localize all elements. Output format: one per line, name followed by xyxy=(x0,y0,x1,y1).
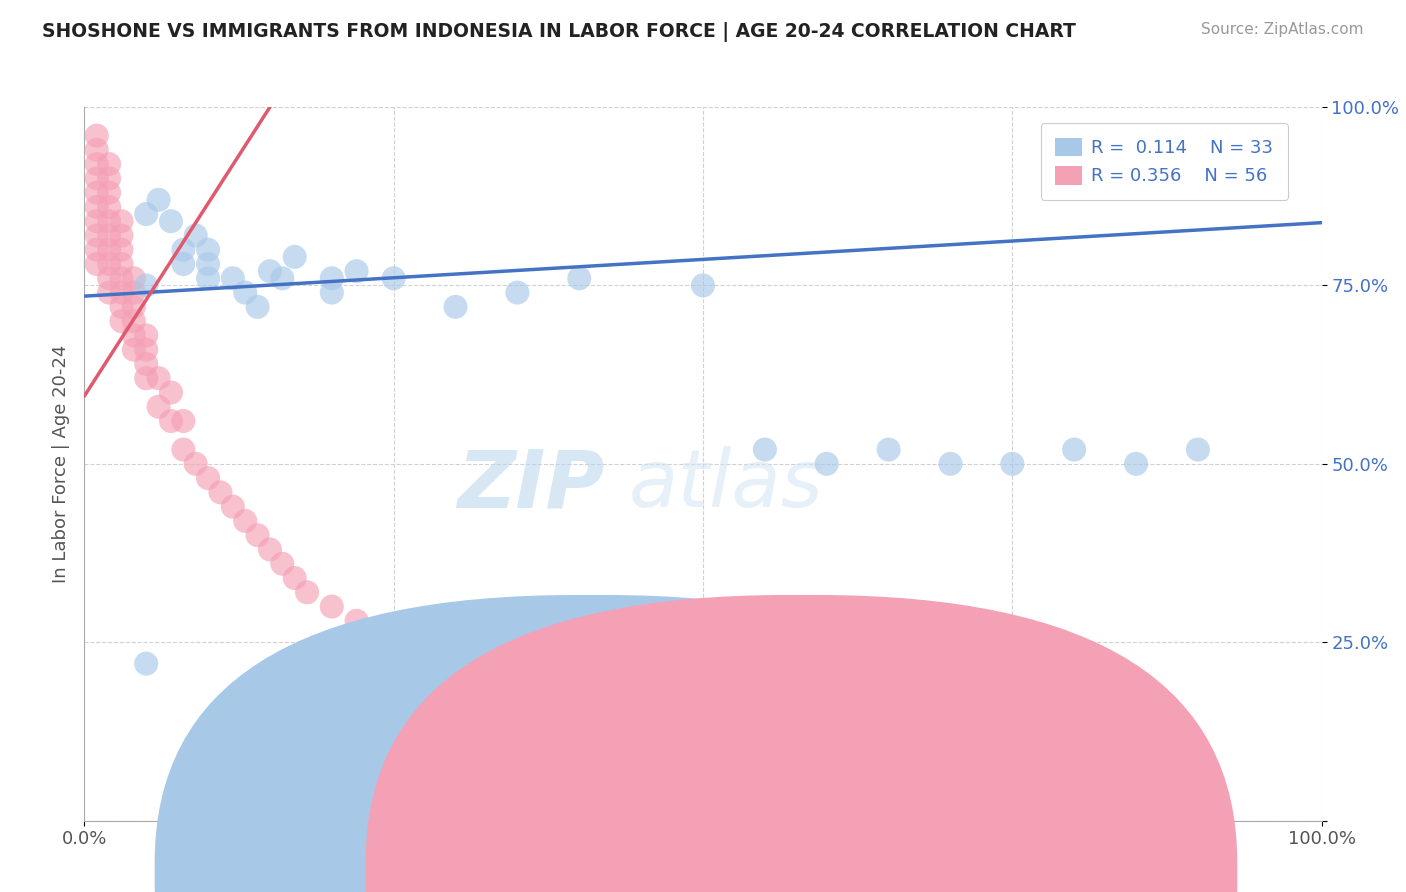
Point xyxy=(98,157,121,171)
Text: ZIP: ZIP xyxy=(457,446,605,524)
Point xyxy=(259,264,281,278)
Point xyxy=(98,200,121,214)
Point xyxy=(98,214,121,228)
Point xyxy=(184,457,207,471)
Point xyxy=(815,457,838,471)
Point xyxy=(122,328,145,343)
Point xyxy=(197,243,219,257)
Point xyxy=(197,257,219,271)
Point xyxy=(86,143,108,157)
Text: atlas: atlas xyxy=(628,446,824,524)
Point xyxy=(877,442,900,457)
Point xyxy=(1001,457,1024,471)
Point xyxy=(148,193,170,207)
Point xyxy=(86,157,108,171)
Point xyxy=(86,257,108,271)
Point xyxy=(259,542,281,557)
Point xyxy=(122,271,145,285)
Point xyxy=(172,243,194,257)
Point xyxy=(148,400,170,414)
Point xyxy=(122,314,145,328)
Point xyxy=(271,271,294,285)
Point xyxy=(135,657,157,671)
Point xyxy=(86,128,108,143)
Point xyxy=(382,271,405,285)
Point xyxy=(98,228,121,243)
Legend: R =  0.114    N = 33, R = 0.356    N = 56: R = 0.114 N = 33, R = 0.356 N = 56 xyxy=(1040,123,1288,200)
Text: Immigrants from Indonesia: Immigrants from Indonesia xyxy=(801,852,1026,870)
Point xyxy=(110,243,132,257)
Point xyxy=(197,471,219,485)
Point xyxy=(110,257,132,271)
Point xyxy=(110,271,132,285)
Point xyxy=(346,614,368,628)
Point xyxy=(135,371,157,385)
Point xyxy=(98,171,121,186)
Point xyxy=(295,585,318,599)
Point xyxy=(98,243,121,257)
Point xyxy=(110,300,132,314)
Point xyxy=(284,250,307,264)
Point xyxy=(444,300,467,314)
Point xyxy=(86,186,108,200)
Point xyxy=(86,171,108,186)
Point xyxy=(122,343,145,357)
Point xyxy=(284,571,307,585)
Point xyxy=(98,285,121,300)
Point xyxy=(172,414,194,428)
Point xyxy=(86,243,108,257)
Point xyxy=(122,300,145,314)
Point xyxy=(346,264,368,278)
Point xyxy=(321,285,343,300)
Point xyxy=(160,214,183,228)
Y-axis label: In Labor Force | Age 20-24: In Labor Force | Age 20-24 xyxy=(52,344,70,583)
Point xyxy=(1063,442,1085,457)
Point xyxy=(86,200,108,214)
Point xyxy=(160,385,183,400)
Point xyxy=(135,328,157,343)
Point xyxy=(135,278,157,293)
Point xyxy=(568,271,591,285)
Point xyxy=(110,314,132,328)
Point xyxy=(246,528,269,542)
Point xyxy=(184,228,207,243)
Point xyxy=(135,207,157,221)
Text: SHOSHONE VS IMMIGRANTS FROM INDONESIA IN LABOR FORCE | AGE 20-24 CORRELATION CHA: SHOSHONE VS IMMIGRANTS FROM INDONESIA IN… xyxy=(42,22,1076,42)
Point xyxy=(135,343,157,357)
Point xyxy=(754,442,776,457)
Point xyxy=(271,557,294,571)
Point xyxy=(692,278,714,293)
Point xyxy=(148,371,170,385)
Point xyxy=(172,442,194,457)
Point xyxy=(233,514,256,528)
Point xyxy=(197,271,219,285)
Point xyxy=(222,500,245,514)
Text: Source: ZipAtlas.com: Source: ZipAtlas.com xyxy=(1201,22,1364,37)
Point xyxy=(506,285,529,300)
Point xyxy=(122,285,145,300)
Point xyxy=(110,285,132,300)
Point xyxy=(98,271,121,285)
Point xyxy=(160,414,183,428)
Point xyxy=(321,271,343,285)
Text: Shoshone: Shoshone xyxy=(662,852,744,870)
Point xyxy=(98,257,121,271)
Point xyxy=(172,257,194,271)
Point xyxy=(86,228,108,243)
Point xyxy=(246,300,269,314)
Point xyxy=(86,214,108,228)
Point xyxy=(233,285,256,300)
Point xyxy=(1125,457,1147,471)
Point xyxy=(209,485,232,500)
Point xyxy=(110,228,132,243)
Point xyxy=(321,599,343,614)
Point xyxy=(222,271,245,285)
Point xyxy=(98,186,121,200)
Point xyxy=(1187,442,1209,457)
Point xyxy=(110,214,132,228)
Point xyxy=(135,357,157,371)
Point xyxy=(939,457,962,471)
